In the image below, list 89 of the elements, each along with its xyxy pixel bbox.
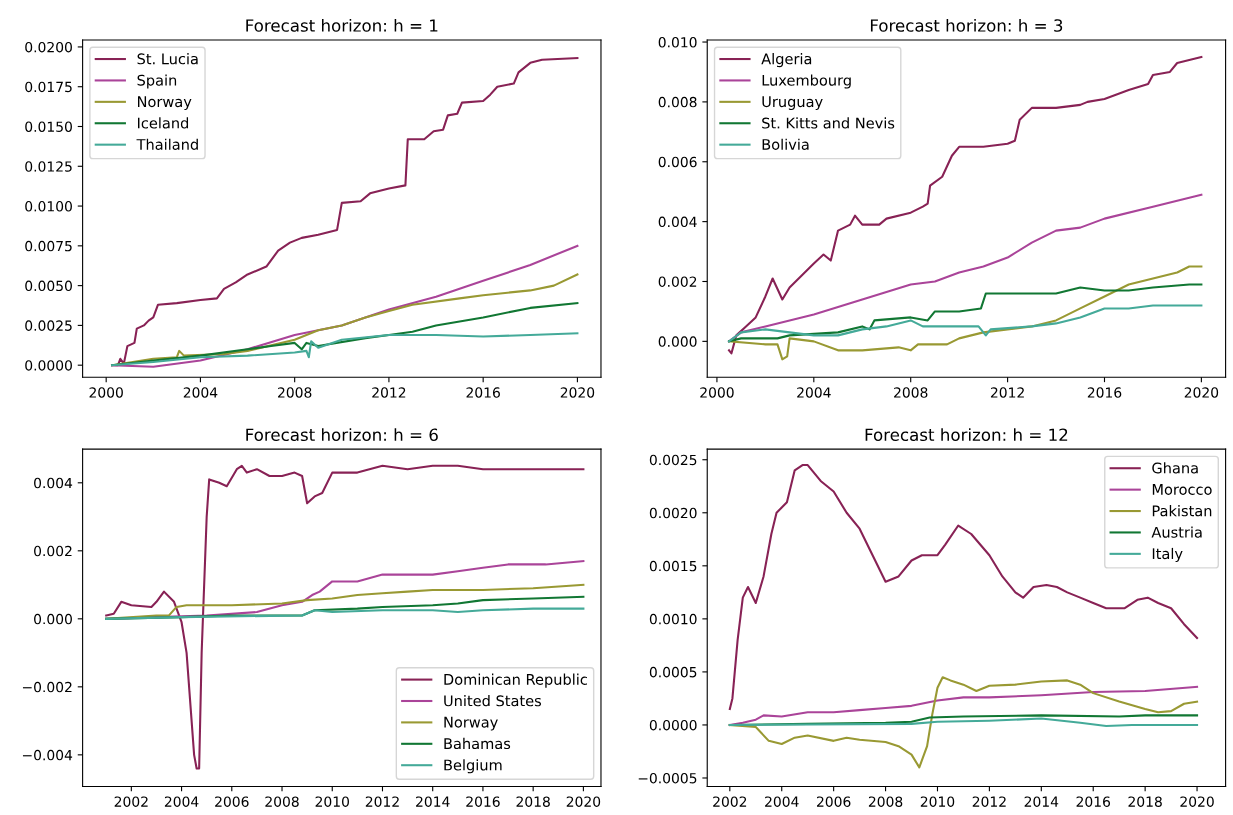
legend-label: Iceland (138, 117, 189, 129)
legend-label: Norway (444, 716, 498, 731)
x-tick-label: 2020 (1184, 387, 1219, 398)
x-tick-label: 2008 (278, 387, 312, 398)
legend-label: St. Kitts and Nevis (762, 117, 895, 129)
y-tick-label: 0.002 (658, 276, 697, 287)
y-tick-label: 0.0125 (25, 161, 72, 172)
y-tick-label: 0.000 (658, 336, 697, 347)
x-tick-label: 2020 (1180, 796, 1214, 807)
legend-label: Thailand (136, 138, 198, 150)
y-tick-label: 0.010 (658, 37, 697, 48)
chart-title: Forecast horizon: h = 1 (246, 18, 438, 32)
x-tick-label: 2016 (1076, 796, 1111, 807)
x-tick-label: 2010 (315, 796, 349, 807)
x-tick-label: 2012 (972, 796, 1006, 807)
x-tick-label: 2004 (164, 796, 199, 807)
x-tick-label: 2004 (183, 387, 218, 398)
x-tick-label: 2006 (816, 796, 851, 807)
y-tick-label: 0.0000 (25, 360, 72, 371)
y-tick-label: 0.0010 (649, 613, 697, 625)
line-series (728, 283, 1203, 343)
y-tick-label: 0.000 (34, 613, 72, 625)
y-tick-label: 0.0020 (649, 507, 697, 519)
line-series (728, 265, 1203, 361)
line-series (111, 332, 579, 367)
y-tick-label: 0.0025 (25, 320, 72, 331)
y-tick-label: 0.0050 (25, 280, 72, 292)
x-tick-label: 2020 (566, 796, 601, 807)
x-tick-label: 2000 (89, 387, 123, 398)
legend-label: Spain (137, 74, 177, 89)
x-tick-label: 2018 (516, 796, 550, 807)
y-tick-label: 0.0075 (25, 240, 72, 252)
x-tick-label: 2008 (868, 796, 903, 807)
x-tick-label: 2014 (1024, 796, 1059, 807)
y-tick-label: −0.004 (22, 749, 73, 761)
x-tick-label: 2016 (466, 387, 500, 398)
x-tick-label: 2008 (265, 796, 299, 807)
y-tick-label: 0.0200 (25, 41, 72, 53)
legend-label: Italy (1152, 547, 1183, 562)
y-tick-label: 0.002 (34, 545, 72, 557)
y-tick-label: −0.002 (22, 681, 72, 693)
y-tick-label: 0.0000 (649, 719, 697, 731)
chart-title: Forecast horizon: h = 12 (865, 428, 1068, 442)
x-tick-label: 2016 (466, 796, 500, 807)
x-tick-label: 2002 (114, 796, 148, 807)
y-tick-label: 0.004 (658, 216, 697, 228)
x-tick-label: 2016 (1087, 387, 1122, 398)
legend-label: Belgium (444, 759, 502, 774)
legend-label: Bahamas (444, 737, 511, 750)
y-tick-label: 0.0005 (649, 666, 697, 678)
y-tick-label: −0.0005 (638, 772, 697, 784)
x-tick-label: 2002 (713, 796, 747, 807)
legend-label: Ghana (1152, 462, 1198, 474)
legend-label: Morocco (1152, 484, 1212, 495)
line-series (105, 607, 585, 620)
x-tick-label: 2006 (215, 796, 249, 807)
x-tick-label: 2018 (1128, 796, 1162, 807)
legend-label: Algeria (761, 53, 812, 68)
x-tick-label: 2004 (765, 796, 799, 807)
x-tick-label: 2014 (416, 796, 450, 807)
legend-label: Luxembourg (762, 74, 851, 89)
y-tick-label: 0.004 (34, 477, 73, 489)
y-tick-label: 0.0150 (25, 121, 72, 132)
line-series (728, 304, 1203, 343)
x-tick-label: 2012 (365, 796, 399, 807)
x-tick-label: 2012 (990, 387, 1024, 398)
y-tick-label: 0.006 (658, 156, 697, 168)
legend-label: Bolivia (762, 138, 809, 150)
chart-title: Forecast horizon: h = 3 (870, 18, 1063, 32)
line-series (728, 55, 1203, 355)
legend-label: Austria (1151, 526, 1202, 538)
legend-label: Norway (138, 96, 192, 110)
legend-label: Dominican Republic (444, 673, 587, 688)
y-tick-label: 0.008 (658, 96, 697, 108)
y-tick-label: 0.0015 (649, 560, 697, 572)
chart-title: Forecast horizon: h = 6 (246, 428, 438, 442)
legend-label: St. Lucia (137, 53, 198, 65)
legend-label: Uruguay (762, 96, 823, 110)
legend-label: United States (444, 695, 542, 707)
x-tick-label: 2004 (797, 387, 831, 398)
y-tick-label: 0.0025 (649, 454, 697, 466)
y-tick-label: 0.0100 (25, 201, 72, 212)
legend-label: Pakistan (1152, 505, 1212, 517)
x-tick-label: 2000 (700, 387, 734, 398)
x-tick-label: 2010 (920, 796, 955, 807)
y-tick-label: 0.0175 (25, 81, 72, 93)
x-tick-label: 2012 (372, 387, 406, 398)
x-tick-label: 2020 (560, 387, 595, 398)
x-tick-label: 2008 (894, 387, 928, 398)
